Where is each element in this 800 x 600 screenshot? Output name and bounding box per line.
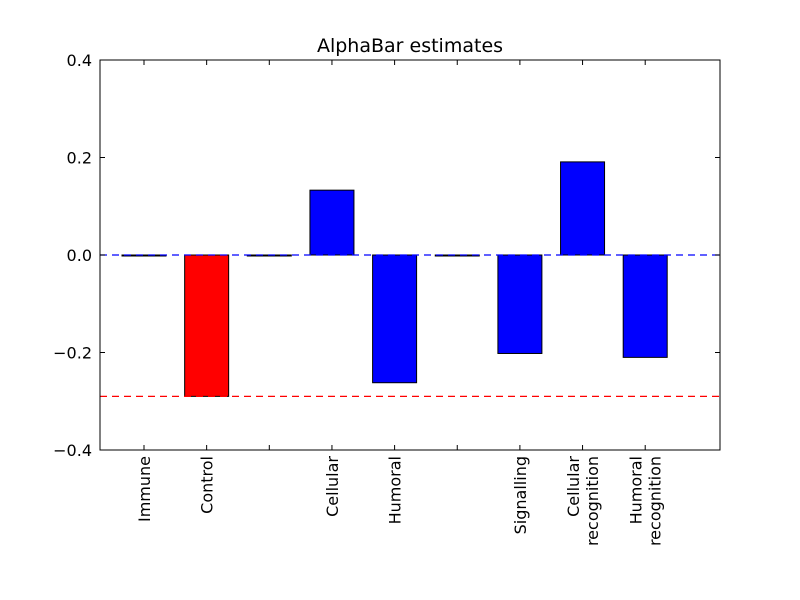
bar-7 (560, 161, 606, 256)
xtick-label-4: Humoral (386, 456, 405, 524)
xtick-label-6: Signalling (511, 456, 530, 534)
xtick-label-line: Humoral (386, 456, 405, 524)
xtick-label-line: Cellular (323, 456, 342, 517)
xtick-label-line: Immune (135, 456, 154, 522)
xtick-label-line: recognition (583, 456, 602, 546)
ytick-label-0: 0.4 (67, 51, 92, 70)
ytick-label-3: −0.2 (53, 344, 92, 363)
xtick-label-line: Cellular (564, 456, 583, 517)
plot-area: 0.4 0.2 0.0 −0.2 −0.4 Immune Control Cellular Hu… (53, 51, 721, 546)
ytick-label-2: 0.0 (67, 246, 92, 265)
ytick-label-4: −0.4 (53, 441, 92, 460)
chart-title: AlphaBar estimates (317, 35, 503, 57)
bar-5 (434, 254, 480, 257)
xtick-label-8: Humoralrecognition (627, 456, 665, 546)
bar-8 (622, 254, 668, 358)
xtick-label-7: Cellularrecognition (564, 456, 602, 546)
xtick-label-1: Control (198, 456, 217, 514)
ytick-label-1: 0.2 (67, 149, 92, 168)
xtick-label-3: Cellular (323, 456, 342, 517)
xtick-label-0: Immune (135, 456, 154, 522)
xtick-label-line: Humoral (627, 456, 646, 524)
bar-6 (497, 254, 543, 354)
bar-4 (372, 254, 418, 384)
xtick-label-line: Control (198, 456, 217, 514)
bar-3 (309, 189, 355, 256)
bar-1 (184, 254, 230, 397)
xtick-label-line: Signalling (511, 456, 530, 534)
xtick-label-line: recognition (646, 456, 665, 546)
